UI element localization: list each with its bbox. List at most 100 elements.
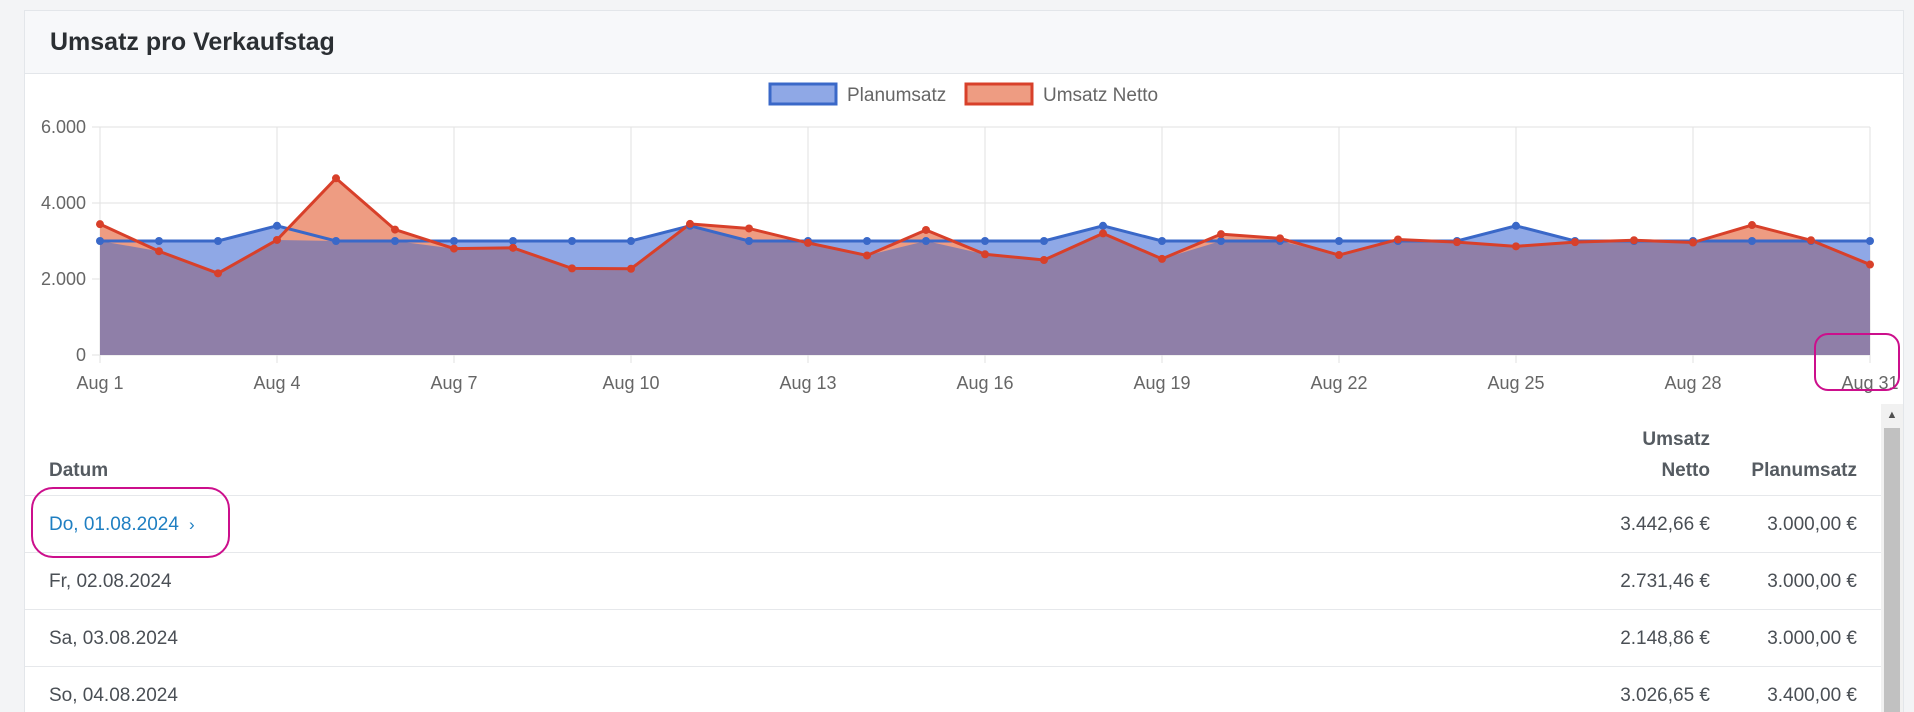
- plan-point: [1158, 237, 1166, 245]
- plan-point: [391, 237, 399, 245]
- netto-point: [509, 243, 517, 252]
- column-header-netto[interactable]: Umsatz Netto: [1642, 424, 1710, 486]
- plan-point: [1512, 221, 1520, 230]
- x-tick-label: Aug 22: [1310, 373, 1367, 393]
- netto-point: [1689, 238, 1697, 247]
- card-header: Umsatz pro Verkaufstag: [25, 11, 1903, 74]
- legend-swatch: [964, 82, 1034, 106]
- x-tick-label: Aug 4: [253, 373, 300, 393]
- x-tick-label: Aug 1: [76, 373, 123, 393]
- plan-point: [332, 237, 340, 245]
- netto-point: [1335, 251, 1343, 260]
- table-row: Do, 01.08.2024 › 3.442,66 € 3.000,00 €: [25, 495, 1881, 552]
- netto-point: [1571, 238, 1579, 247]
- netto-point: [1394, 235, 1402, 244]
- sales-table: Datum Umsatz Netto Planumsatz Do, 01.08.…: [25, 419, 1881, 712]
- netto-point: [686, 219, 694, 228]
- legend-label: Planumsatz: [847, 85, 946, 106]
- plan-cell: 3.400,00 €: [1767, 685, 1857, 706]
- x-tick-label: Aug 16: [956, 373, 1013, 393]
- date-cell: Sa, 03.08.2024: [49, 628, 178, 649]
- column-header-date[interactable]: Datum: [49, 460, 109, 481]
- x-tick-label: Aug 7: [430, 373, 477, 393]
- netto-point: [1158, 254, 1166, 263]
- netto-point: [1748, 221, 1756, 230]
- plan-point: [745, 237, 753, 245]
- sales-chart: 0 2.000 4.000 6.000 Aug 1 Aug 4 Aug 7 Aug 10 Aug…: [41, 82, 1899, 393]
- netto-cell: 2.148,86 €: [1620, 628, 1710, 649]
- y-tick-label: 0: [76, 345, 86, 365]
- column-header-plan[interactable]: Planumsatz: [1751, 460, 1857, 481]
- netto-point: [332, 174, 340, 183]
- netto-point: [1866, 260, 1874, 269]
- netto-point: [745, 224, 753, 233]
- plan-point: [1099, 221, 1107, 230]
- date-link[interactable]: Do, 01.08.2024 ›: [49, 496, 195, 553]
- plan-point: [922, 237, 930, 245]
- x-tick-label: Aug 19: [1133, 373, 1190, 393]
- netto-point: [1217, 230, 1225, 239]
- x-tick-label: Aug 28: [1664, 373, 1721, 393]
- plan-cell: 3.000,00 €: [1767, 571, 1857, 592]
- plan-point: [155, 237, 163, 245]
- plan-point: [509, 237, 517, 245]
- netto-point: [922, 225, 930, 234]
- netto-point: [1807, 236, 1815, 245]
- chevron-right-icon: ›: [188, 515, 195, 534]
- plan-point: [214, 237, 222, 245]
- table-row: So, 04.08.2024 3.026,65 € 3.400,00 €: [25, 666, 1881, 712]
- netto-point: [804, 238, 812, 247]
- netto-cell: 2.731,46 €: [1620, 571, 1710, 592]
- plan-point: [1217, 237, 1225, 245]
- netto-point: [1276, 234, 1284, 243]
- netto-cell: 3.026,65 €: [1620, 685, 1710, 706]
- plan-point: [568, 237, 576, 245]
- plan-point: [1335, 237, 1343, 245]
- netto-point: [96, 220, 104, 229]
- netto-point: [214, 269, 222, 278]
- scroll-up-arrow-icon[interactable]: ▲: [1886, 409, 1898, 421]
- table-header: Datum Umsatz Netto Planumsatz: [25, 419, 1881, 495]
- date-cell: Fr, 02.08.2024: [49, 571, 172, 592]
- x-tick-label: Aug 31: [1841, 373, 1898, 393]
- netto-point: [273, 235, 281, 244]
- y-tick-label: 6.000: [41, 117, 86, 137]
- plan-point: [96, 237, 104, 245]
- netto-point: [155, 247, 163, 256]
- y-tick-label: 2.000: [41, 269, 86, 289]
- plan-cell: 3.000,00 €: [1767, 628, 1857, 649]
- netto-point: [1453, 238, 1461, 247]
- x-tick-label: Aug 13: [779, 373, 836, 393]
- legend-swatch: [768, 82, 838, 106]
- card-title: Umsatz pro Verkaufstag: [50, 27, 335, 56]
- x-tick-label: Aug 10: [602, 373, 659, 393]
- netto-point: [1040, 256, 1048, 264]
- column-header-netto-line1: Umsatz: [1642, 429, 1710, 450]
- plan-point: [1748, 237, 1756, 245]
- plan-point: [1040, 237, 1048, 245]
- table-row: Fr, 02.08.2024 2.731,46 € 3.000,00 €: [25, 552, 1881, 609]
- netto-point: [450, 244, 458, 253]
- y-tick-label: 4.000: [41, 193, 86, 213]
- netto-point: [1099, 229, 1107, 238]
- plan-point: [627, 237, 635, 245]
- plan-cell: 3.000,00 €: [1767, 514, 1857, 535]
- plan-point: [450, 237, 458, 245]
- netto-point: [391, 225, 399, 234]
- table-row: Sa, 03.08.2024 2.148,86 € 3.000,00 €: [25, 609, 1881, 666]
- plan-point: [1866, 237, 1874, 245]
- plan-point: [981, 237, 989, 245]
- scrollbar-thumb[interactable]: [1884, 428, 1900, 712]
- vertical-scrollbar[interactable]: ▲: [1881, 404, 1903, 712]
- sales-card: Umsatz pro Verkaufstag 0 2.000 4.000 6.000 A…: [24, 10, 1904, 712]
- plan-point: [863, 237, 871, 245]
- netto-point: [863, 251, 871, 260]
- column-header-netto-line2: Netto: [1661, 460, 1710, 481]
- legend-label: Umsatz Netto: [1043, 85, 1158, 106]
- netto-point: [1630, 236, 1638, 245]
- netto-cell: 3.442,66 €: [1620, 514, 1710, 535]
- netto-point: [568, 264, 576, 273]
- date-cell: So, 04.08.2024: [49, 685, 178, 706]
- netto-point: [1512, 242, 1520, 251]
- netto-point: [981, 250, 989, 259]
